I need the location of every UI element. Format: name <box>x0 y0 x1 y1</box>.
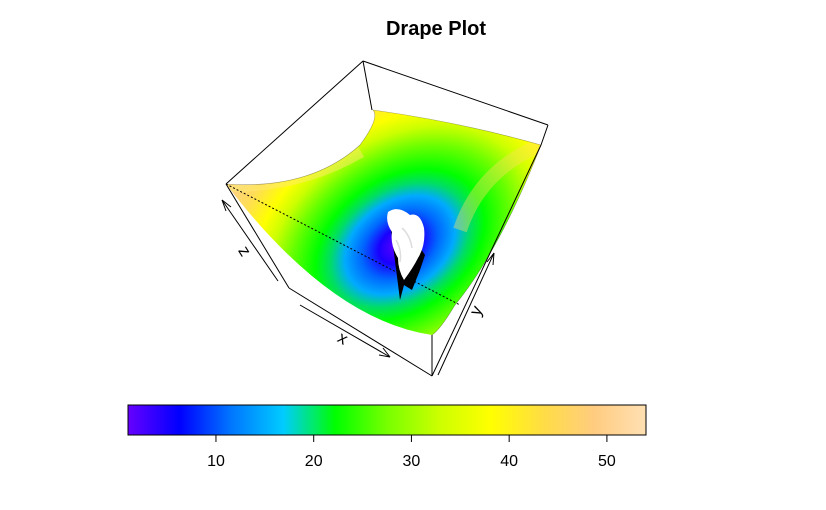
colorkey-bar <box>127 404 647 436</box>
box-edge <box>540 124 549 146</box>
colorkey-tick-label: 10 <box>207 453 225 470</box>
colorkey-tick-label: 40 <box>500 453 518 470</box>
x-axis-label: x <box>334 328 351 349</box>
x-axis-arrow <box>299 304 391 358</box>
surface <box>226 110 541 335</box>
y-axis-label: y <box>466 302 487 318</box>
colorkey: 10 20 30 40 50 <box>127 404 647 470</box>
z-axis-label: z <box>234 242 255 259</box>
box-front-edges <box>225 144 542 377</box>
box-edge <box>362 60 549 126</box>
box-edge <box>225 183 290 289</box>
z-axis-arrow <box>221 199 279 282</box>
y-axis-arrow <box>437 252 495 376</box>
box-edge <box>362 60 373 111</box>
surface-outline <box>225 109 542 336</box>
colorkey-ticks: 10 20 30 40 50 <box>207 435 616 470</box>
colorkey-tick-label: 50 <box>598 453 616 470</box>
box-back-edges <box>225 60 549 185</box>
colorkey-tick-label: 30 <box>403 453 421 470</box>
axis-arrows <box>221 199 495 376</box>
surface-spike <box>387 209 425 300</box>
colorkey-tick-label: 20 <box>305 453 323 470</box>
box-edge <box>431 144 542 377</box>
chart-title: Drape Plot <box>386 18 486 40</box>
box-edge <box>288 287 433 377</box>
box-edge <box>225 60 364 185</box>
